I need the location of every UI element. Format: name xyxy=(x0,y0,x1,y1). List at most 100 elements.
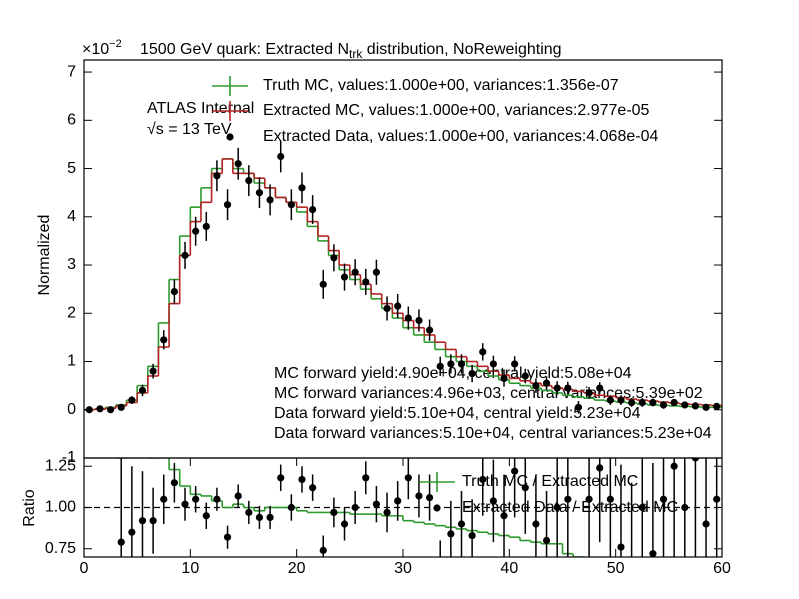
chart-title: 1500 GeV quark: Extracted Ntrk distribut… xyxy=(140,41,562,61)
legend-handle xyxy=(433,504,441,512)
data-point xyxy=(298,475,306,484)
data-point xyxy=(447,360,455,368)
data-point xyxy=(670,462,678,470)
data-point xyxy=(628,562,635,569)
data-point xyxy=(202,222,210,231)
data-point xyxy=(160,495,168,503)
data-point xyxy=(468,531,476,540)
data-point xyxy=(149,517,157,525)
data-point xyxy=(659,495,668,503)
data-point xyxy=(511,360,519,368)
data-point xyxy=(362,278,370,286)
axes-frame xyxy=(83,457,723,558)
info-line: MC forward yield:4.90e+04, central yield… xyxy=(274,365,632,382)
data-point xyxy=(659,401,668,409)
plot-area xyxy=(84,458,722,569)
data-point xyxy=(277,474,285,482)
data-point xyxy=(437,562,444,569)
data-point xyxy=(691,458,700,462)
data-point xyxy=(213,495,221,503)
data-point xyxy=(138,386,147,395)
y-tick-label: 3 xyxy=(67,256,76,273)
data-point xyxy=(521,372,529,380)
data-point xyxy=(319,546,327,555)
data-point xyxy=(192,495,200,503)
y-tick-label: 1.25 xyxy=(45,457,76,474)
data-point xyxy=(404,314,412,322)
data-point xyxy=(394,497,402,505)
data-point xyxy=(542,536,551,545)
data-point xyxy=(553,384,561,392)
data-point xyxy=(617,543,625,551)
info-line: MC forward variances:4.96e+03, central v… xyxy=(274,385,703,402)
energy-label: √s = 13 TeV xyxy=(147,121,232,138)
data-point xyxy=(585,495,593,503)
data-point xyxy=(298,184,306,192)
data-point xyxy=(649,550,657,557)
data-point xyxy=(383,304,391,313)
data-point xyxy=(447,530,455,538)
data-point xyxy=(670,398,678,407)
y-tick-label: 2 xyxy=(67,304,76,321)
data-point xyxy=(564,384,572,392)
data-point xyxy=(585,389,593,397)
y-tick-label: 5 xyxy=(67,160,76,177)
data-point xyxy=(277,152,285,161)
data-point xyxy=(234,160,242,168)
data-point xyxy=(606,495,614,503)
data-point xyxy=(628,398,636,407)
data-point xyxy=(415,316,423,325)
data-point xyxy=(638,398,646,407)
data-point xyxy=(532,520,540,528)
title-rest: distribution, NoReweighting xyxy=(362,41,561,58)
x-tick-label: 0 xyxy=(80,560,89,577)
x-tick-label: 30 xyxy=(394,560,412,577)
y-tick-label: -1 xyxy=(62,449,76,466)
data-point xyxy=(532,382,540,390)
data-point xyxy=(330,254,338,262)
data-point xyxy=(511,467,519,475)
data-point xyxy=(351,268,359,276)
data-point xyxy=(617,396,625,404)
data-point xyxy=(521,484,529,492)
data-point xyxy=(170,287,178,296)
data-point xyxy=(596,464,604,472)
data-point xyxy=(340,520,349,528)
data-point xyxy=(500,374,508,382)
data-point xyxy=(309,205,317,214)
data-point xyxy=(638,503,646,512)
info-line: Data forward variances:5.10e+04, central… xyxy=(274,425,712,442)
x-tick-label: 20 xyxy=(288,560,306,577)
data-point xyxy=(702,520,710,528)
data-point xyxy=(553,503,561,512)
data-point xyxy=(213,172,221,180)
data-point xyxy=(479,348,487,356)
info-line: Data forward yield:5.10e+04, central yie… xyxy=(274,405,641,422)
atlas-label: ATLAS Internal xyxy=(147,100,254,117)
data-point xyxy=(691,402,700,410)
data-point xyxy=(330,508,338,517)
data-point xyxy=(128,528,136,536)
data-point xyxy=(362,474,370,482)
data-point xyxy=(117,403,125,411)
offset-base: ×10 xyxy=(82,41,109,58)
data-point xyxy=(255,189,264,197)
data-point xyxy=(202,512,210,520)
data-point xyxy=(394,302,402,310)
data-point xyxy=(415,492,423,500)
x-tick-label: 60 xyxy=(713,560,731,577)
data-point xyxy=(319,280,327,288)
data-point xyxy=(106,406,115,414)
data-point xyxy=(128,396,136,404)
data-point xyxy=(479,475,487,484)
data-point xyxy=(713,495,721,503)
data-point xyxy=(596,384,604,392)
legend-label: Extracted Data / Extracted MC xyxy=(462,499,678,516)
data-point xyxy=(425,494,434,502)
title-main: 1500 GeV quark: Extracted N xyxy=(140,41,349,58)
data-point xyxy=(170,479,178,487)
offset-exponent: −2 xyxy=(109,38,122,50)
data-point xyxy=(287,503,295,512)
data-point xyxy=(245,177,253,185)
